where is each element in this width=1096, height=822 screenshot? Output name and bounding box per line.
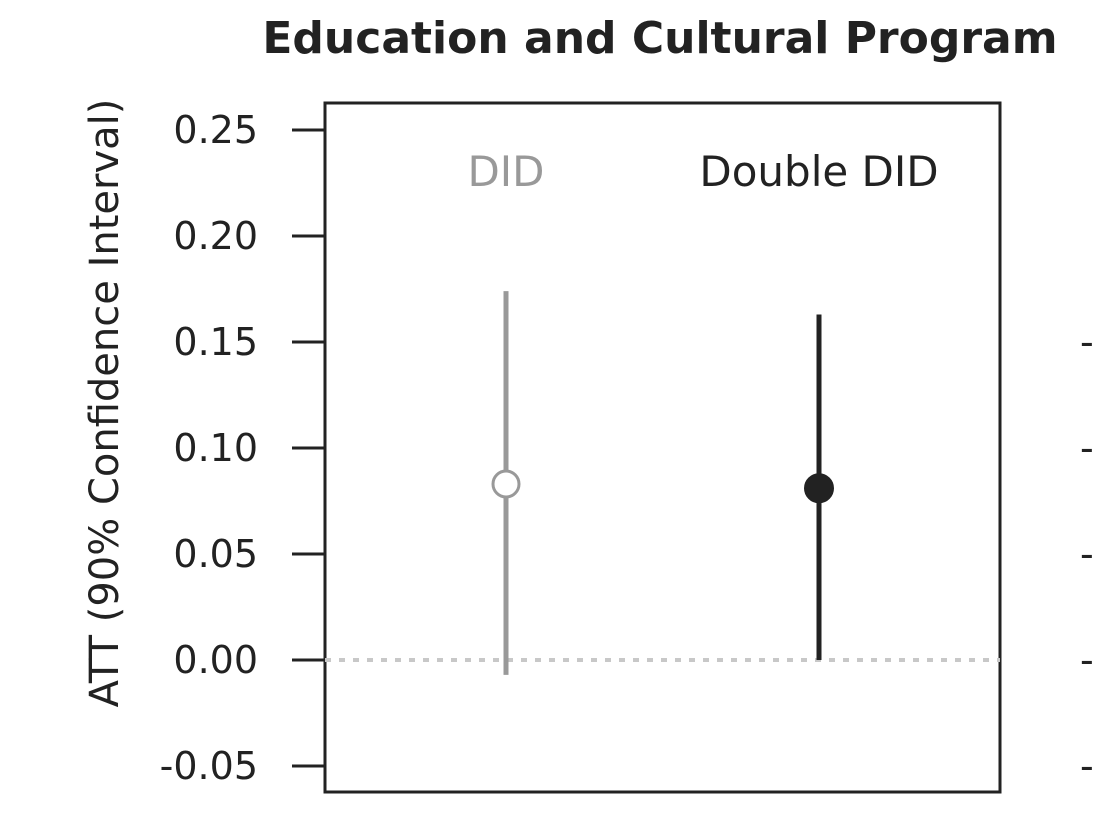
series-group: DID Double DID bbox=[467, 147, 939, 675]
y-tick-label: 0.25 bbox=[173, 108, 258, 152]
series-did: DID bbox=[467, 147, 545, 675]
clipped-y-tick-label: - bbox=[1080, 532, 1094, 576]
y-tick-label: 0.20 bbox=[173, 214, 258, 258]
clipped-y-tick-label: - bbox=[1080, 426, 1094, 470]
series-label: Double DID bbox=[699, 147, 938, 196]
point-estimate-marker bbox=[491, 469, 521, 499]
chart-title: Education and Cultural Program bbox=[262, 13, 1057, 64]
y-tick-label: 0.10 bbox=[173, 426, 258, 470]
clipped-y-tick-label: - bbox=[1080, 320, 1094, 364]
y-tick-label: 0.00 bbox=[173, 638, 258, 682]
clipped-y-tick-label: - bbox=[1080, 744, 1094, 788]
plot-frame bbox=[323, 101, 1002, 794]
y-tick-label: 0.05 bbox=[173, 532, 258, 576]
series-double-did: Double DID bbox=[699, 147, 939, 660]
y-axis-label: ATT (90% Confidence Interval) bbox=[82, 99, 128, 708]
point-estimate-marker bbox=[804, 473, 834, 504]
series-label: DID bbox=[467, 147, 544, 196]
clipped-right-panel: - - - - - bbox=[1080, 320, 1094, 788]
clipped-y-tick-label: - bbox=[1080, 638, 1094, 682]
y-tick-label: -0.05 bbox=[160, 744, 258, 788]
y-tick-label: 0.15 bbox=[173, 320, 258, 364]
y-axis: 0.25 0.20 0.15 0.10 0.05 0.00 -0.05 bbox=[160, 108, 325, 788]
